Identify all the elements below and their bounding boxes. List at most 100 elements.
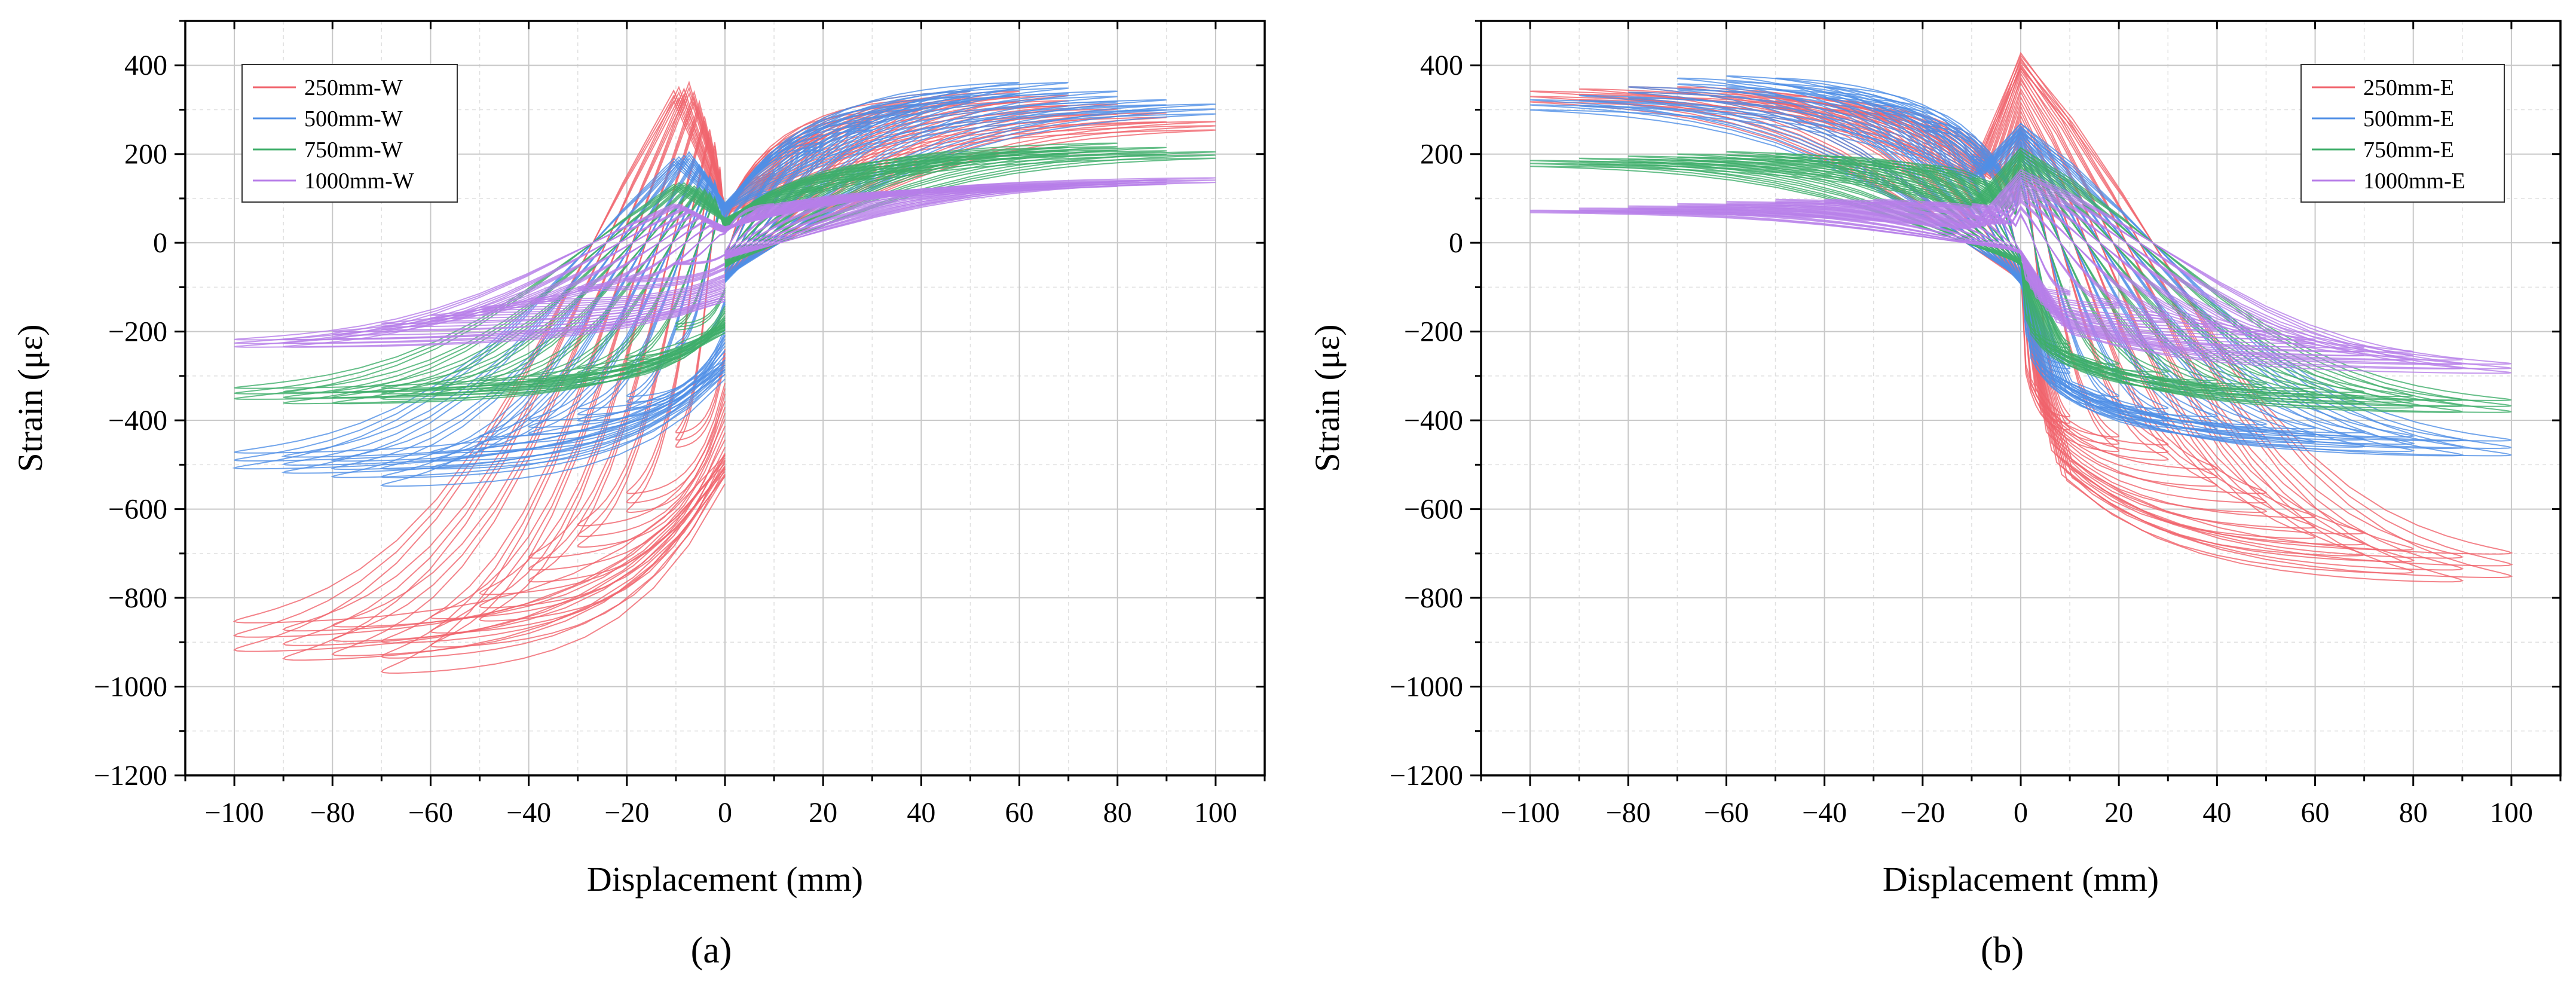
x-tick-label: 0 xyxy=(718,797,732,829)
loop-750mm-W xyxy=(332,142,1118,405)
loop-250mm-E xyxy=(1579,65,2464,559)
series-a xyxy=(232,80,1216,674)
loop-750mm-W xyxy=(283,146,1167,405)
y-tick-label: −200 xyxy=(1404,316,1463,348)
panel-b: −100 −80 −60 −40 −20 0 20 40 60 80 1004002000−200−… xyxy=(1308,20,2562,971)
legend-label: 1000mm-W xyxy=(304,169,414,194)
tick-labels-b: −100 −80 −60 −40 −20 0 20 40 60 80 1004002000−200−… xyxy=(1390,50,2533,829)
y-axis-title-b: Strain (με) xyxy=(1308,324,1347,472)
x-tick-label: 80 xyxy=(1103,797,1132,829)
panel-a: −100 −80 −60 −40 −20 0 20 40 60 80 1004002000−200−… xyxy=(11,20,1266,971)
x-tick-label: 20 xyxy=(2104,797,2133,829)
x-tick-label: 100 xyxy=(1194,797,1237,829)
x-tick-label: 60 xyxy=(1005,797,1034,829)
loop-500mm-E xyxy=(1530,109,2512,442)
series-750mm-W xyxy=(234,142,1216,405)
ticks-b xyxy=(1470,20,2562,786)
loop-750mm-E xyxy=(1628,155,2413,398)
y-tick-label: −200 xyxy=(108,316,167,348)
series-group xyxy=(232,80,1216,674)
loop-750mm-E xyxy=(1726,154,2318,395)
y-tick-label: −800 xyxy=(108,582,167,614)
caption-b: (b) xyxy=(1981,930,2024,971)
series-group xyxy=(1529,51,2513,583)
y-tick-label: −600 xyxy=(1404,494,1463,525)
y-tick-label: −800 xyxy=(1404,582,1463,614)
x-axis-title-b: Displacement (mm) xyxy=(1883,860,2159,899)
y-tick-label: −400 xyxy=(1404,405,1463,436)
loop-1000mm-E xyxy=(1530,174,2512,365)
series-500mm-E xyxy=(1529,75,2512,457)
loop-250mm-E xyxy=(1824,109,2219,470)
legend-label: 500mm-W xyxy=(304,106,403,132)
x-tick-label: 60 xyxy=(2301,797,2330,829)
y-tick-label: −400 xyxy=(108,405,167,436)
y-tick-label: 200 xyxy=(124,139,167,170)
loop-250mm-E xyxy=(1579,51,2464,583)
x-tick-label: −80 xyxy=(310,797,355,829)
loop-1000mm-E xyxy=(1775,192,2266,332)
x-tick-label: −60 xyxy=(408,797,453,829)
loop-750mm-W xyxy=(234,157,1216,389)
loop-750mm-W xyxy=(234,151,1216,400)
x-tick-label: −20 xyxy=(1900,797,1945,829)
loop-750mm-E xyxy=(1530,154,2512,401)
y-tick-label: −1200 xyxy=(1390,760,1463,792)
series-1000mm-W xyxy=(234,177,1216,348)
legend-label: 250mm-E xyxy=(2363,75,2454,100)
loop-750mm-E xyxy=(1628,152,2413,403)
y-tick-label: −1000 xyxy=(94,671,167,703)
loop-500mm-E xyxy=(1628,91,2416,445)
x-tick-label: 40 xyxy=(2202,797,2231,829)
legend-a: 250mm-W 500mm-W 750mm-W 1000mm-W xyxy=(241,64,458,203)
legend-b: 250mm-E 500mm-E 750mm-E 1000mm-E xyxy=(2300,64,2505,203)
loop-500mm-E xyxy=(1677,88,2366,434)
loop-500mm-E xyxy=(1726,87,2317,430)
legend-label: 750mm-E xyxy=(2363,137,2454,163)
legend-label: 500mm-E xyxy=(2363,106,2454,132)
loop-500mm-W xyxy=(234,108,1216,462)
caption-a: (a) xyxy=(691,930,732,971)
y-axis-title-a: Strain (με) xyxy=(11,324,50,472)
loop-500mm-W xyxy=(331,90,1118,478)
ticks-a xyxy=(175,20,1266,786)
x-tick-label: 0 xyxy=(2014,797,2028,829)
x-axis-title-a: Displacement (mm) xyxy=(587,860,863,899)
tick-labels-a: −100 −80 −60 −40 −20 0 20 40 60 80 1004002000−200−… xyxy=(94,50,1237,829)
legend-label: 750mm-W xyxy=(304,137,403,163)
loop-1000mm-W xyxy=(234,182,1216,341)
y-tick-label: 400 xyxy=(1420,50,1463,81)
x-tick-label: −100 xyxy=(1501,797,1560,829)
loop-750mm-E xyxy=(1530,150,2512,407)
loop-500mm-W xyxy=(232,103,1216,470)
x-tick-label: −100 xyxy=(205,797,264,829)
loop-500mm-W xyxy=(234,113,1216,454)
x-tick-label: 40 xyxy=(907,797,935,829)
loop-250mm-E xyxy=(1824,104,2219,479)
y-tick-label: −1000 xyxy=(1390,671,1463,703)
loop-250mm-E xyxy=(1775,90,2268,514)
loop-750mm-E xyxy=(1628,149,2413,409)
x-tick-label: −80 xyxy=(1606,797,1651,829)
x-tick-label: −40 xyxy=(1802,797,1847,829)
y-tick-label: 0 xyxy=(1449,227,1463,259)
y-tick-label: −600 xyxy=(108,494,167,525)
series-750mm-E xyxy=(1530,147,2512,413)
x-tick-label: −40 xyxy=(506,797,551,829)
loop-500mm-E xyxy=(1529,99,2512,457)
x-tick-label: 80 xyxy=(2399,797,2428,829)
y-tick-label: 400 xyxy=(124,50,167,81)
y-tick-label: 0 xyxy=(153,227,167,259)
x-tick-label: 20 xyxy=(809,797,837,829)
loop-750mm-E xyxy=(1530,147,2512,413)
legend-label: 1000mm-E xyxy=(2363,169,2465,194)
x-tick-label: −20 xyxy=(604,797,649,829)
loop-500mm-E xyxy=(1628,86,2416,453)
y-tick-label: −1200 xyxy=(94,760,167,792)
x-tick-label: 100 xyxy=(2490,797,2533,829)
y-tick-label: 200 xyxy=(1420,139,1463,170)
loop-500mm-E xyxy=(1529,104,2512,450)
loop-250mm-E xyxy=(1824,99,2219,487)
x-tick-label: −60 xyxy=(1704,797,1749,829)
